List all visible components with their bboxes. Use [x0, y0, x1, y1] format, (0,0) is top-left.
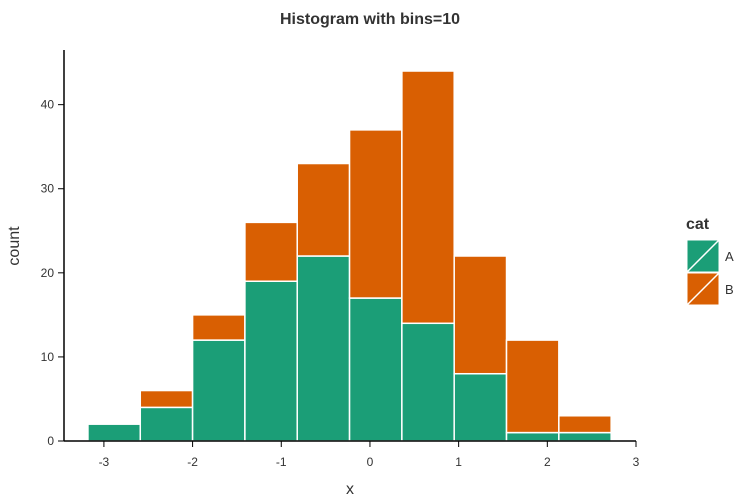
bar-a-bin-8 — [453, 372, 508, 442]
x-axis-label: x — [346, 481, 354, 498]
x-tick-label: 1 — [455, 455, 462, 469]
bar-b-bin-8 — [453, 255, 508, 375]
bar-b-bin-3 — [191, 314, 246, 341]
bars-group — [87, 70, 612, 442]
x-tick-label: 3 — [633, 455, 640, 469]
x-ticks: -3 -2 -1 0 1 2 3 — [99, 441, 640, 469]
x-tick-label: -3 — [99, 455, 110, 469]
legend: cat A B — [686, 216, 734, 306]
bar-b-bin-2 — [139, 389, 194, 409]
bar-b-bin-10 — [558, 415, 612, 434]
bar-a-bin-1 — [87, 423, 142, 442]
bar-a-bin-5 — [296, 255, 351, 442]
bar-a-bin-10 — [558, 431, 612, 442]
bar-a-bin-7 — [401, 322, 455, 442]
bar-a-bin-9 — [505, 431, 560, 442]
bar-b-bin-4 — [244, 221, 298, 282]
bar-b-bin-6 — [348, 129, 403, 299]
y-tick-label: 0 — [47, 434, 54, 448]
legend-swatch-slash — [686, 239, 720, 273]
y-tick-label: 20 — [41, 266, 55, 280]
bar-b-bin-9 — [505, 339, 560, 434]
bar-b-bin-7 — [401, 70, 455, 325]
y-axis-label: count — [6, 226, 23, 266]
y-tick-label: 10 — [41, 350, 55, 364]
legend-label-a: A — [725, 249, 734, 264]
bar-b-bin-5 — [296, 162, 351, 257]
y-tick-label: 40 — [41, 98, 55, 112]
bar-a-bin-3 — [191, 339, 246, 442]
bar-a-bin-6 — [348, 297, 403, 442]
chart-title: Histogram with bins=10 — [280, 11, 460, 28]
y-ticks: 0 10 20 30 40 — [41, 98, 64, 448]
x-tick-label: -1 — [276, 455, 287, 469]
bar-a-bin-4 — [244, 280, 298, 442]
x-tick-label: 0 — [367, 455, 374, 469]
y-tick-label: 30 — [41, 182, 55, 196]
legend-title: cat — [686, 216, 710, 233]
x-tick-label: -2 — [187, 455, 198, 469]
legend-label-b: B — [725, 282, 734, 297]
bar-a-bin-2 — [139, 406, 194, 442]
x-tick-label: 2 — [544, 455, 551, 469]
legend-swatch-slash — [686, 272, 720, 306]
